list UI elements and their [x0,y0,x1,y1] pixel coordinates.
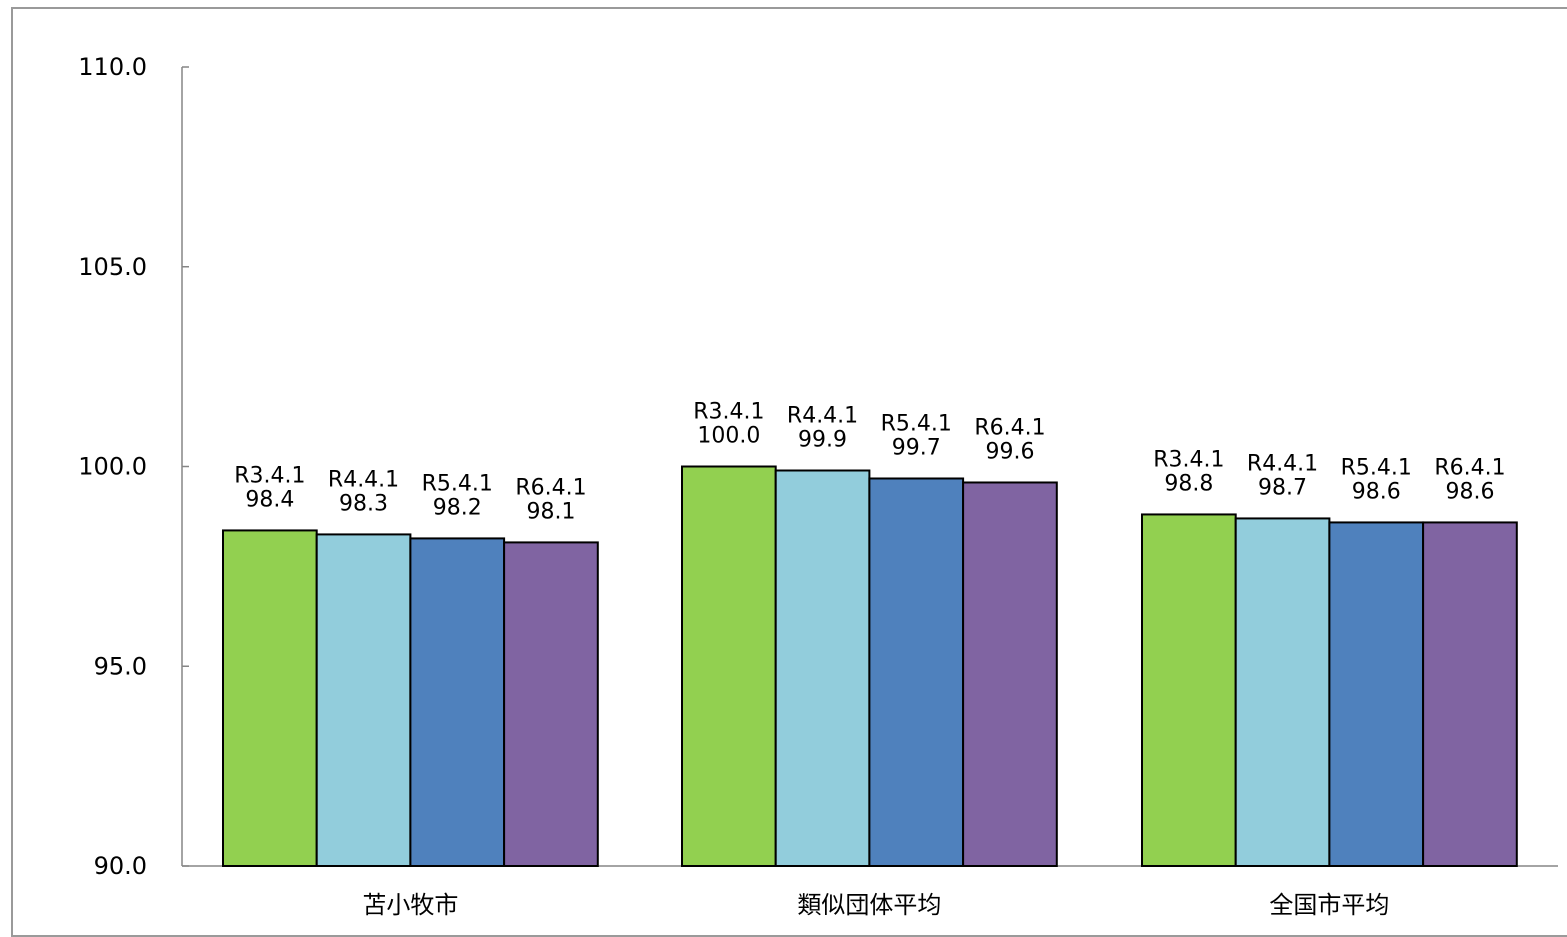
bar-series-label: R3.4.1 [1153,447,1224,472]
bar [222,529,318,867]
bar [1234,517,1331,867]
bar-value-label: 98.7 [1258,475,1307,500]
bar [409,537,506,867]
y-tick-label: 100.0 [78,453,147,481]
bar-series-label: R5.4.1 [422,471,493,496]
x-category-label: 苫小牧市 [362,891,458,917]
x-category-label: 類似団体平均 [797,891,941,917]
bar-value-label: 99.7 [892,435,941,460]
bar [868,477,965,867]
bar-series-label: R6.4.1 [1434,455,1505,480]
y-tick-label: 90.0 [94,852,147,880]
bar-series-label: R3.4.1 [693,400,764,425]
bar-value-label: 98.8 [1164,471,1213,496]
bar-value-label: 98.6 [1445,479,1494,504]
bar-series-label: R6.4.1 [974,415,1045,440]
bar [774,469,871,867]
bar [315,533,412,867]
bar-value-label: 98.4 [245,487,294,512]
bar-series-label: R4.4.1 [787,403,858,428]
y-axis-ticks: 90.0 95.0 100.0 105.0 110.0 [78,53,189,880]
bar [681,465,777,867]
bar-series-label: R4.4.1 [1247,451,1318,476]
x-category-label: 全国市平均 [1269,891,1389,917]
bar-value-label: 98.1 [526,499,575,524]
bar [1141,513,1237,867]
bar-value-label: 99.6 [985,439,1034,464]
bar-value-label: 98.2 [433,495,482,520]
bar-series-label: R6.4.1 [515,475,586,500]
bar [1328,521,1425,867]
bar [962,481,1058,867]
bar-value-label: 98.6 [1352,479,1401,504]
bar-labels: R3.4.198.4R4.4.198.3R5.4.198.2R6.4.198.1… [234,400,1505,525]
y-tick-label: 110.0 [78,53,147,81]
bar-value-label: 100.0 [697,424,760,449]
bar-value-label: 99.9 [798,427,847,452]
bar [1422,521,1518,867]
y-tick-label: 95.0 [94,652,147,680]
bar-series-label: R5.4.1 [1341,455,1412,480]
bar-value-label: 98.3 [339,491,388,516]
bar-series-label: R4.4.1 [328,467,399,492]
bar [503,541,599,868]
bars [222,465,1518,868]
bar-series-label: R3.4.1 [234,463,305,488]
bar-series-label: R5.4.1 [881,411,952,436]
category-labels: 苫小牧市 類似団体平均 全国市平均 [362,891,1389,917]
y-tick-label: 105.0 [78,253,147,281]
